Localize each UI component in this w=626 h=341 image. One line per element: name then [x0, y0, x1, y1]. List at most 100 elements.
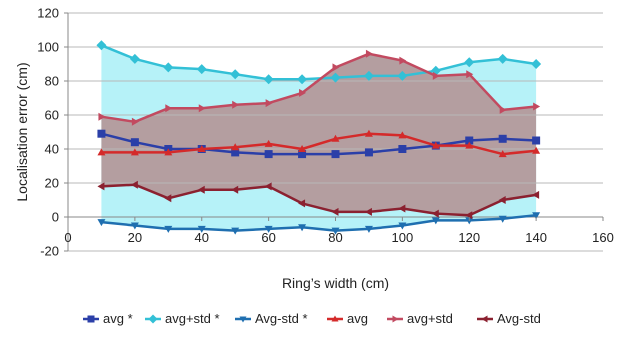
data-point-avg-std [331, 227, 340, 235]
x-tick-label: 120 [458, 230, 480, 245]
data-point-avg-std [164, 225, 173, 233]
legend-marker [331, 315, 339, 322]
data-point-avg [532, 146, 541, 154]
legend-item: avg * [83, 311, 133, 326]
y-tick-label: -20 [40, 244, 59, 259]
legend-marker [392, 315, 399, 323]
data-point-avg-std [232, 100, 240, 109]
data-point-avg-std [364, 207, 372, 216]
data-point-avg-std [231, 227, 240, 235]
legend-item: Avg-std * [235, 311, 308, 326]
x-tick-label: 40 [195, 230, 209, 245]
legend-item: avg+std [387, 311, 453, 326]
data-point-avg-std [498, 196, 506, 204]
data-point-avg [130, 148, 139, 156]
data-point-avg-std [265, 99, 273, 108]
x-axis-title: Ring’s width (cm) [282, 275, 389, 291]
data-point-avg-std [532, 212, 541, 220]
data-point-avg [331, 150, 340, 159]
y-tick-label: 40 [45, 142, 59, 157]
data-point-avg [498, 150, 507, 158]
data-point-avg-std [466, 70, 474, 79]
y-tick-label: 120 [37, 6, 59, 21]
data-point-avg [465, 141, 474, 149]
data-point-avg-std [332, 63, 340, 72]
data-point-avg-std [263, 74, 274, 85]
legend-item: avg+std * [145, 311, 220, 326]
series-line-avg [101, 132, 537, 156]
y-tick-label: 80 [45, 74, 59, 89]
data-point-avg-std [198, 104, 206, 113]
data-point-avg-std [365, 49, 373, 58]
legend-marker [148, 314, 158, 324]
data-point-avg-std [398, 204, 406, 213]
data-point-avg-std [363, 70, 374, 81]
data-point-avg-std [398, 222, 407, 230]
data-point-avg-std [432, 71, 440, 80]
legend-label: Avg-std [497, 311, 541, 326]
series-line-avg [101, 132, 537, 156]
legend-label: Avg-std * [255, 311, 308, 326]
data-point-avg-std [497, 53, 508, 64]
data-point-avg-std [231, 185, 239, 194]
legend-marker [481, 315, 488, 323]
data-point-avg-std [163, 62, 174, 73]
data-point-avg [331, 134, 340, 142]
grid-layer [68, 12, 603, 252]
data-point-avg-std [164, 194, 172, 203]
data-point-avg-std [97, 182, 105, 191]
data-point-avg-std [431, 209, 439, 218]
legend-marker [239, 316, 247, 323]
x-tick-label: 80 [328, 230, 342, 245]
x-tick-label: 60 [261, 230, 275, 245]
x-tick-label: 0 [64, 230, 71, 245]
data-point-avg-std [532, 190, 540, 199]
y-tick-label: 0 [52, 210, 59, 225]
data-point-avg-std [196, 64, 207, 75]
data-point-avg-std [197, 185, 205, 194]
x-tick-label: 20 [128, 230, 142, 245]
y-tick-label: 60 [45, 108, 59, 123]
data-point-avg [398, 131, 407, 139]
data-point-avg-std [297, 74, 308, 85]
series-avg-std [97, 212, 541, 235]
data-point-avg-std [130, 222, 139, 230]
data-point-avg-std [431, 217, 440, 225]
legend-label: avg+std [407, 311, 453, 326]
data-point-avg-std [331, 207, 339, 216]
data-point-avg-std [230, 69, 241, 80]
data-point-avg-std [264, 225, 273, 233]
data-point-avg [498, 134, 507, 143]
data-point-avg-std [131, 117, 139, 126]
data-point-avg [97, 129, 106, 138]
data-point-avg-std [399, 56, 407, 65]
data-point-avg-std [364, 225, 373, 233]
data-point-avg-std [197, 225, 206, 233]
data-point-avg [364, 129, 373, 137]
legend-label: avg [347, 311, 368, 326]
x-tick-label: 100 [392, 230, 414, 245]
legend-label: avg * [103, 311, 133, 326]
series-line-avg-std [101, 214, 537, 232]
data-point-avg [97, 148, 106, 156]
data-point-avg-std [299, 88, 307, 97]
series-layer [96, 40, 542, 235]
data-point-avg-std [397, 70, 408, 81]
data-point-avg [231, 148, 240, 157]
legend: avg * avg+std * Avg-std * avg avg+std Avg-std [83, 311, 541, 326]
y-tick-label: 100 [37, 40, 59, 55]
series-avg-std [97, 180, 540, 220]
data-point-avg-std [97, 219, 106, 227]
series-avg [97, 129, 541, 158]
series-avg-std [98, 49, 541, 126]
data-point-avg-std [130, 180, 138, 189]
data-point-avg-std [464, 57, 475, 68]
data-point-avg [264, 139, 273, 147]
data-point-avg [197, 145, 206, 152]
data-point-avg [298, 150, 307, 159]
data-point-avg [532, 136, 541, 145]
data-point-avg [164, 148, 173, 156]
data-point-avg [264, 150, 273, 159]
